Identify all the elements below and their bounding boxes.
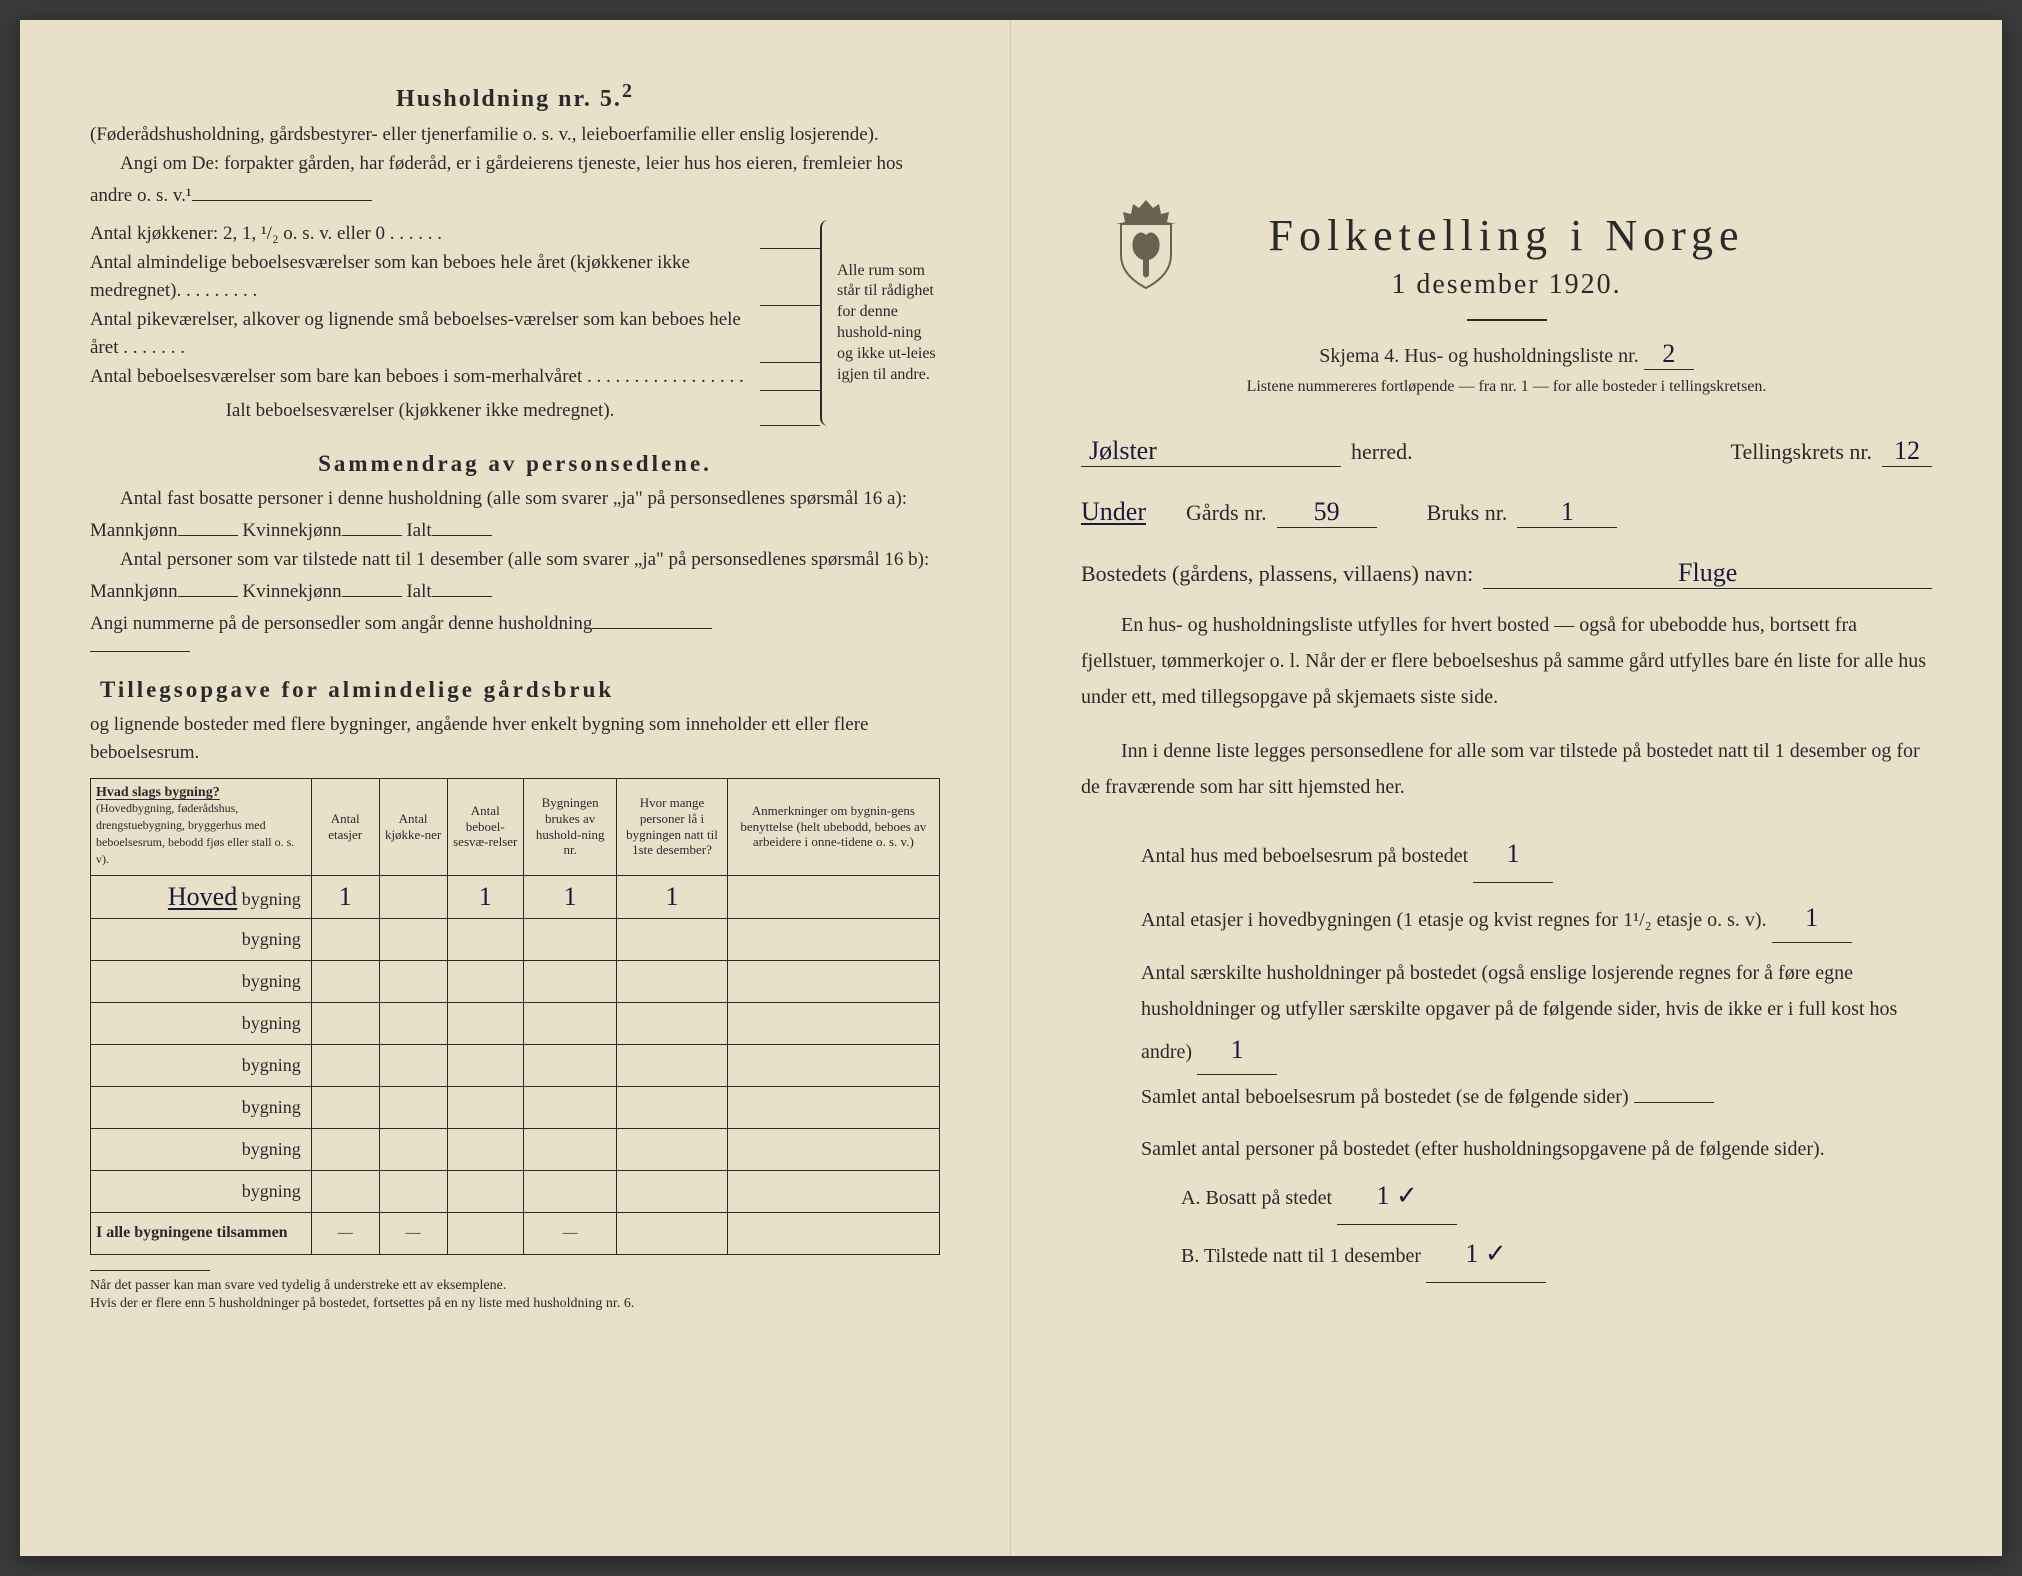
sammen-l1: Antal fast bosatte personer i denne hush… — [90, 485, 940, 546]
th-etasjer: Antal etasjer — [311, 778, 379, 875]
q3: Antal særskilte husholdninger på bostede… — [1081, 955, 1932, 1075]
angi-line: Angi om De: forpakter gården, har føderå… — [90, 150, 940, 211]
table-row: bygning — [91, 1044, 940, 1086]
q4: Samlet antal beboelsesrum på bostedet (s… — [1081, 1075, 1932, 1119]
th-beboel: Antal beboel-sesvæ-relser — [447, 778, 523, 875]
qA: A. Bosatt på stedet 1 ✓ — [1081, 1167, 1932, 1225]
th-bygning: Hvad slags bygning? (Hovedbygning, føder… — [91, 778, 312, 875]
listene-note: Listene nummereres fortløpende — fra nr.… — [1081, 378, 1932, 396]
table-row: Hoved bygning 1 1 1 1 — [91, 875, 940, 918]
gards-row: Under Gårds nr. 59 Bruks nr. 1 — [1081, 497, 1932, 528]
census-document: Husholdning nr. 5.2 (Føderådshusholdning… — [20, 20, 2002, 1556]
qB: B. Tilstede natt til 1 desember 1 ✓ — [1081, 1225, 1932, 1283]
th-kjokken: Antal kjøkke-ner — [379, 778, 447, 875]
brace-l1: Antal kjøkkener: 2, 1, ¹/₂ o. s. v. elle… — [90, 220, 750, 249]
table-total-row: I alle bygningene tilsammen ——— — [91, 1212, 940, 1254]
husholdning-title: Husholdning nr. 5.2 — [90, 80, 940, 113]
skjema-line: Skjema 4. Hus- og husholdningsliste nr. … — [1081, 339, 1932, 370]
sammen-nummer: Angi nummerne på de personsedler som ang… — [90, 606, 940, 638]
q5: Samlet antal personer på bostedet (efter… — [1081, 1131, 1932, 1167]
brace-l5: Ialt beboelsesværelser (kjøkkener ikke m… — [90, 397, 750, 426]
tilleg-sub: og lignende bosteder med flere bygninger… — [90, 711, 940, 768]
brace-l3: Antal pikeværelser, alkover og lignende … — [90, 306, 750, 363]
right-page: Folketelling i Norge 1 desember 1920. Sk… — [1011, 20, 2002, 1556]
th-personer: Hvor mange personer lå i bygningen natt … — [617, 778, 727, 875]
table-row: bygning — [91, 918, 940, 960]
table-row: bygning — [91, 960, 940, 1002]
table-row: bygning — [91, 1128, 940, 1170]
coat-of-arms-icon — [1111, 200, 1181, 290]
sammen-l2: Antal personer som var tilstede natt til… — [90, 546, 940, 607]
bosted-row: Bostedets (gårdens, plassens, villaens) … — [1081, 558, 1932, 589]
footnote: Når det passer kan man svare ved tydelig… — [90, 1270, 940, 1313]
tilleg-title: Tillegsopgave for almindelige gårdsbruk — [100, 677, 940, 703]
brace-l2: Antal almindelige beboelsesværelser som … — [90, 249, 750, 306]
q1: Antal hus med beboelsesrum på bostedet 1 — [1081, 825, 1932, 883]
brace-l4: Antal beboelsesværelser som bare kan beb… — [90, 363, 750, 392]
brace-right-text: Alle rum som står til rådighet for denne… — [820, 220, 940, 426]
main-title: Folketelling i Norge — [1081, 210, 1932, 261]
table-row: bygning — [91, 1170, 940, 1212]
subtitle: 1 desember 1920. — [1081, 269, 1932, 301]
para1: En hus- og husholdningsliste utfylles fo… — [1081, 607, 1932, 715]
left-page: Husholdning nr. 5.2 (Føderådshusholdning… — [20, 20, 1011, 1556]
husholdning-note: (Føderådshusholdning, gårdsbestyrer- ell… — [90, 121, 940, 150]
herred-row: Jølster herred. Tellingskrets nr. 12 — [1081, 436, 1932, 467]
brace-section: Antal kjøkkener: 2, 1, ¹/₂ o. s. v. elle… — [90, 220, 940, 426]
building-table: Hvad slags bygning? (Hovedbygning, føder… — [90, 778, 940, 1255]
table-row: bygning — [91, 1086, 940, 1128]
sammendrag-title: Sammendrag av personsedlene. — [90, 451, 940, 477]
th-brukes: Bygningen brukes av hushold-ning nr. — [523, 778, 616, 875]
para2: Inn i denne liste legges personsedlene f… — [1081, 733, 1932, 805]
th-anmerk: Anmerkninger om bygnin-gens benyttelse (… — [727, 778, 939, 875]
table-row: bygning — [91, 1002, 940, 1044]
q2: Antal etasjer i hovedbygningen (1 etasje… — [1081, 895, 1932, 943]
